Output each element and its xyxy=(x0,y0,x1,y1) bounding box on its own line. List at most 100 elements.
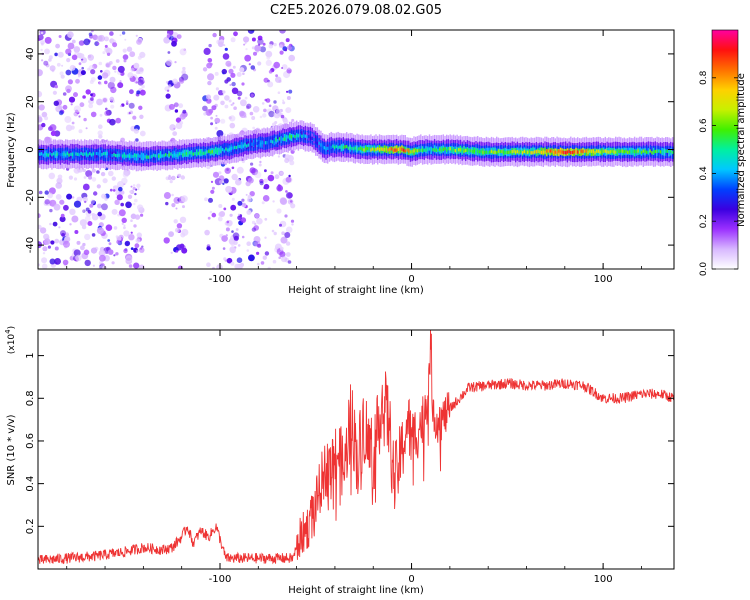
heatmap-noise-cell xyxy=(53,203,61,211)
heatmap-ridge-cell xyxy=(375,147,377,152)
heatmap-noise-cell xyxy=(127,72,134,79)
heatmap-ridge-cell xyxy=(480,149,482,154)
heatmap-noise-cell xyxy=(206,165,211,170)
heatmap-noise-cell xyxy=(231,197,235,201)
heatmap-ridge-cell xyxy=(356,147,358,152)
heatmap-ridge-cell xyxy=(102,152,105,156)
heatmap-noise-cell xyxy=(179,48,187,56)
heatmap-noise-cell xyxy=(63,240,70,248)
heatmap-ridge-cell xyxy=(154,154,156,158)
heatmap-noise-cell xyxy=(135,238,141,244)
heatmap-noise-cell xyxy=(75,78,80,84)
heatmap-noise-cell xyxy=(204,197,208,202)
heatmap-noise-cell xyxy=(223,207,227,211)
heatmap-noise-cell xyxy=(105,63,110,68)
heatmap-ridge-cell xyxy=(301,134,303,138)
heatmap-ridge-layer xyxy=(38,120,674,172)
y-tick-label: 40 xyxy=(25,48,36,61)
heatmap-noise-cell xyxy=(237,200,243,206)
heatmap-noise-cell xyxy=(38,90,43,98)
heatmap-noise-cell xyxy=(280,114,285,119)
heatmap-noise-cell xyxy=(102,51,106,55)
heatmap-ridge-cell xyxy=(582,149,584,154)
heatmap-noise-cell xyxy=(288,89,293,94)
heatmap-ridge-cell xyxy=(583,149,586,153)
heatmap-ridge-cell xyxy=(656,149,658,153)
x-tick-label: 0 xyxy=(408,574,414,585)
x-tick-label: -100 xyxy=(209,274,232,285)
heatmap-ridge-cell xyxy=(244,143,246,147)
heatmap-ridge-cell xyxy=(642,149,644,153)
heatmap-noise-cell xyxy=(81,66,84,70)
heatmap-ridge-cell xyxy=(225,147,227,151)
heatmap-ridge-cell xyxy=(575,150,577,154)
heatmap-noise-cell xyxy=(111,176,117,181)
heatmap-ridge-cell xyxy=(366,147,369,151)
heatmap-noise-cell xyxy=(101,193,107,199)
heatmap-noise-cell xyxy=(287,67,291,70)
heatmap-noise-cell xyxy=(41,59,44,62)
heatmap-noise-cell xyxy=(272,122,276,127)
heatmap-noise-cell xyxy=(258,163,262,167)
heatmap-noise-cell xyxy=(275,74,278,78)
heatmap-ridge-cell xyxy=(647,150,650,155)
heatmap-noise-cell xyxy=(213,94,220,101)
heatmap-ridge-cell xyxy=(659,150,662,154)
heatmap-ridge-cell xyxy=(421,148,424,152)
heatmap-ridge-cell xyxy=(277,139,279,143)
heatmap-noise-cell xyxy=(218,171,222,175)
heatmap-noise-cell xyxy=(264,98,268,102)
heatmap-noise-cell xyxy=(206,262,211,268)
heatmap-noise-cell xyxy=(79,219,87,227)
heatmap-ridge-cell xyxy=(332,144,334,148)
heatmap-noise-cell xyxy=(57,174,63,180)
heatmap-ridge-cell xyxy=(465,148,467,153)
heatmap-ridge-cell xyxy=(271,140,274,144)
heatmap-noise-cell xyxy=(181,70,186,75)
heatmap-ridge-cell xyxy=(552,151,555,155)
heatmap-noise-cell xyxy=(241,82,245,86)
heatmap-ridge-cell xyxy=(299,133,301,137)
heatmap-ridge-cell xyxy=(640,150,643,155)
heatmap-noise-cell xyxy=(231,173,238,181)
heatmap-noise-cell xyxy=(280,198,288,205)
spectrogram-panel: -100 0 100 -40 -20 0 20 40 Height of straight … xyxy=(6,29,675,296)
heatmap-noise-cell xyxy=(273,231,277,236)
heatmap-ridge-cell xyxy=(402,148,405,152)
heatmap-ridge-cell xyxy=(661,150,663,154)
heatmap-noise-cell xyxy=(233,31,238,37)
heatmap-noise-cell xyxy=(54,84,58,89)
heatmap-noise-cell xyxy=(48,58,52,62)
heatmap-noise-cell xyxy=(207,80,212,86)
heatmap-noise-cell xyxy=(216,130,224,137)
heatmap-ridge-cell xyxy=(587,150,589,154)
heatmap-noise-cell xyxy=(225,185,233,193)
heatmap-noise-cell xyxy=(97,42,100,45)
heatmap-ridge-cell xyxy=(175,153,177,157)
heatmap-ridge-cell xyxy=(166,154,169,158)
heatmap-noise-cell xyxy=(231,230,234,233)
heatmap-noise-cell xyxy=(281,256,288,263)
heatmap-ridge-cell xyxy=(471,149,474,154)
heatmap-ridge-cell xyxy=(654,149,656,154)
heatmap-noise-cell xyxy=(98,81,102,86)
figure-title: C2E5.2026.079.08.02.G05 xyxy=(270,3,442,18)
heatmap-noise-cell xyxy=(102,98,107,103)
heatmap-noise-cell xyxy=(41,122,46,128)
heatmap-noise-cell xyxy=(237,213,241,216)
heatmap-noise-cell xyxy=(285,252,291,257)
heatmap-ridge-cell xyxy=(499,149,501,154)
heatmap-ridge-cell xyxy=(223,149,225,153)
heatmap-noise-cell xyxy=(268,70,273,74)
heatmap-noise-cell xyxy=(71,215,79,223)
heatmap-noise-cell xyxy=(85,127,88,130)
heatmap-noise-cell xyxy=(82,196,89,203)
heatmap-noise-cell xyxy=(211,212,217,218)
heatmap-noise-cell xyxy=(277,91,281,94)
heatmap-noise-cell xyxy=(257,243,262,248)
heatmap-ridge-cell xyxy=(208,149,210,153)
heatmap-noise-cell xyxy=(168,35,174,41)
heatmap-noise-cell xyxy=(123,224,126,227)
heatmap-noise-cell xyxy=(121,222,125,225)
heatmap-noise-cell xyxy=(122,54,129,60)
